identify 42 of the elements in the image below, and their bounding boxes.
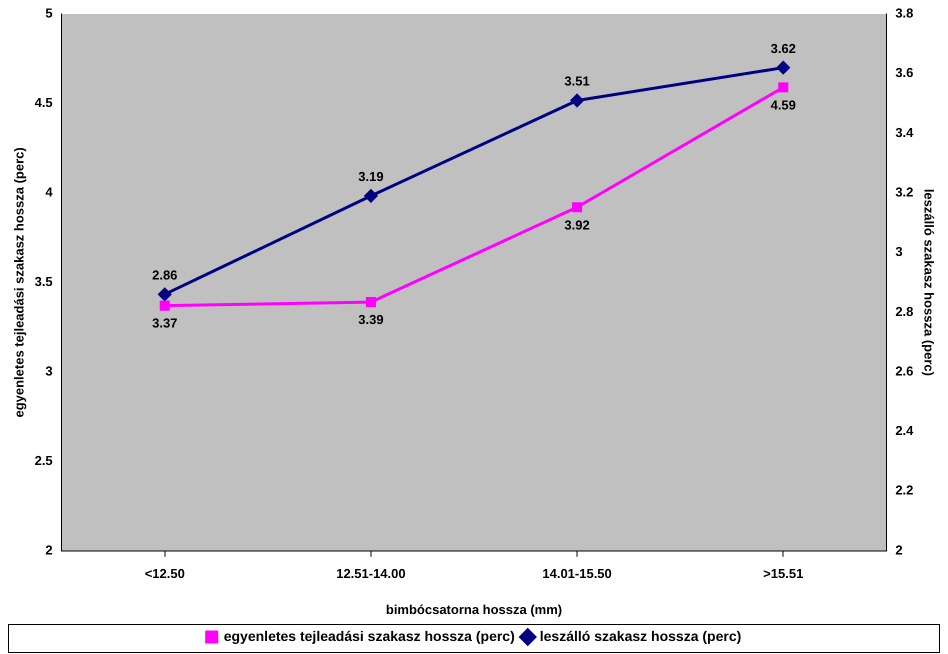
point (160, 300, 170, 311)
y-tick-label: 2 (45, 542, 53, 558)
y2-tick-label: 2.4 (895, 423, 914, 438)
y2-tick-label: 2.8 (895, 304, 914, 319)
x-axis-title: bimbócsatorna hossza (mm) (386, 602, 562, 617)
y2-tick-label: 3.4 (895, 124, 914, 140)
y-tick-label: 4.5 (34, 95, 53, 110)
y-axis-title: egyenletes tejleadási szakasz hossza (perc) (11, 147, 26, 418)
data-label: 4.59 (770, 97, 796, 112)
y-tick-label: 5 (45, 6, 53, 21)
point (778, 82, 788, 92)
legend-label: egyenletes tejleadási szakasz hossza (perc) (224, 628, 515, 644)
point (366, 297, 376, 308)
y-tick-label: 3 (45, 363, 53, 378)
data-label: 3.19 (358, 168, 384, 184)
y2-tick-label: 2.6 (895, 363, 914, 378)
y-tick-label: 4 (45, 184, 54, 200)
legend-label: leszálló szakasz hossza (perc) (540, 628, 742, 644)
point (158, 288, 172, 301)
y2-tick-label: 3 (895, 244, 903, 260)
y2-tick-label: 3.6 (895, 65, 914, 80)
x-tick-label: >15.51 (763, 566, 804, 582)
y2-tick-label: 3.2 (895, 184, 914, 200)
data-label: 2.86 (152, 267, 178, 282)
point (570, 94, 584, 107)
data-label: 3.92 (564, 217, 590, 232)
point (776, 61, 790, 74)
x-tick-label: 14.01-15.50 (542, 566, 612, 582)
data-label: 3.37 (152, 316, 178, 331)
y2-tick-label: 2.2 (895, 482, 914, 498)
data-label: 3.62 (770, 40, 796, 56)
y2-tick-label: 2 (895, 542, 903, 558)
y-tick-label: 3.5 (34, 274, 53, 289)
x-tick-label: <12.50 (144, 566, 185, 582)
y-tick-label: 2.5 (34, 452, 53, 468)
x-tick-label: 12.51-14.00 (336, 566, 406, 582)
point (572, 202, 582, 212)
data-label: 3.51 (564, 74, 590, 89)
data-label: 3.39 (358, 312, 384, 328)
y2-tick-label: 3.8 (895, 6, 914, 21)
y2-axis-title: leszálló szakasz hossza (perc) (922, 188, 937, 376)
point (364, 189, 378, 202)
